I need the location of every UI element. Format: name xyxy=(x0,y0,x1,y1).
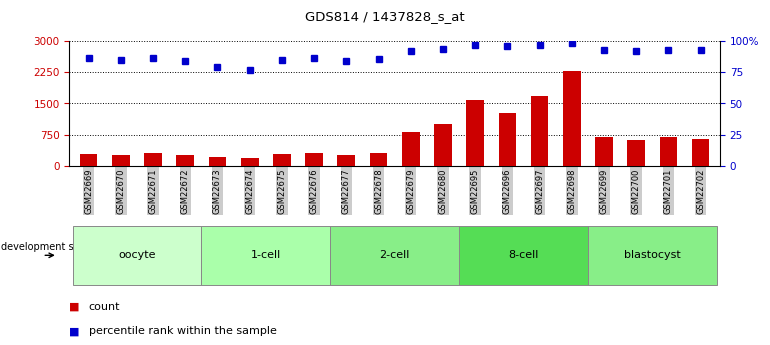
Text: ■: ■ xyxy=(69,302,80,312)
Bar xyxy=(337,155,355,166)
Bar xyxy=(80,154,98,166)
Text: blastocyst: blastocyst xyxy=(624,250,681,260)
Text: 1-cell: 1-cell xyxy=(251,250,281,260)
Bar xyxy=(434,124,452,166)
Bar xyxy=(370,153,387,166)
Bar xyxy=(176,155,194,166)
Bar xyxy=(305,153,323,166)
Bar xyxy=(498,113,516,166)
Bar xyxy=(563,71,581,166)
Text: GDS814 / 1437828_s_at: GDS814 / 1437828_s_at xyxy=(305,10,465,23)
Bar xyxy=(402,132,420,166)
Text: oocyte: oocyte xyxy=(118,250,156,260)
Bar xyxy=(467,100,484,166)
Text: 8-cell: 8-cell xyxy=(508,250,539,260)
Bar xyxy=(660,137,678,166)
Bar xyxy=(241,158,259,166)
Bar xyxy=(273,155,291,166)
Bar xyxy=(209,157,226,166)
Text: development stage: development stage xyxy=(1,242,95,252)
Text: percentile rank within the sample: percentile rank within the sample xyxy=(89,326,276,336)
Text: count: count xyxy=(89,302,120,312)
Bar xyxy=(595,137,613,166)
Text: ■: ■ xyxy=(69,326,80,336)
Bar xyxy=(691,139,709,166)
Bar xyxy=(531,96,548,166)
Bar xyxy=(112,155,129,166)
Text: 2-cell: 2-cell xyxy=(380,250,410,260)
Bar xyxy=(144,153,162,166)
Bar xyxy=(628,139,645,166)
